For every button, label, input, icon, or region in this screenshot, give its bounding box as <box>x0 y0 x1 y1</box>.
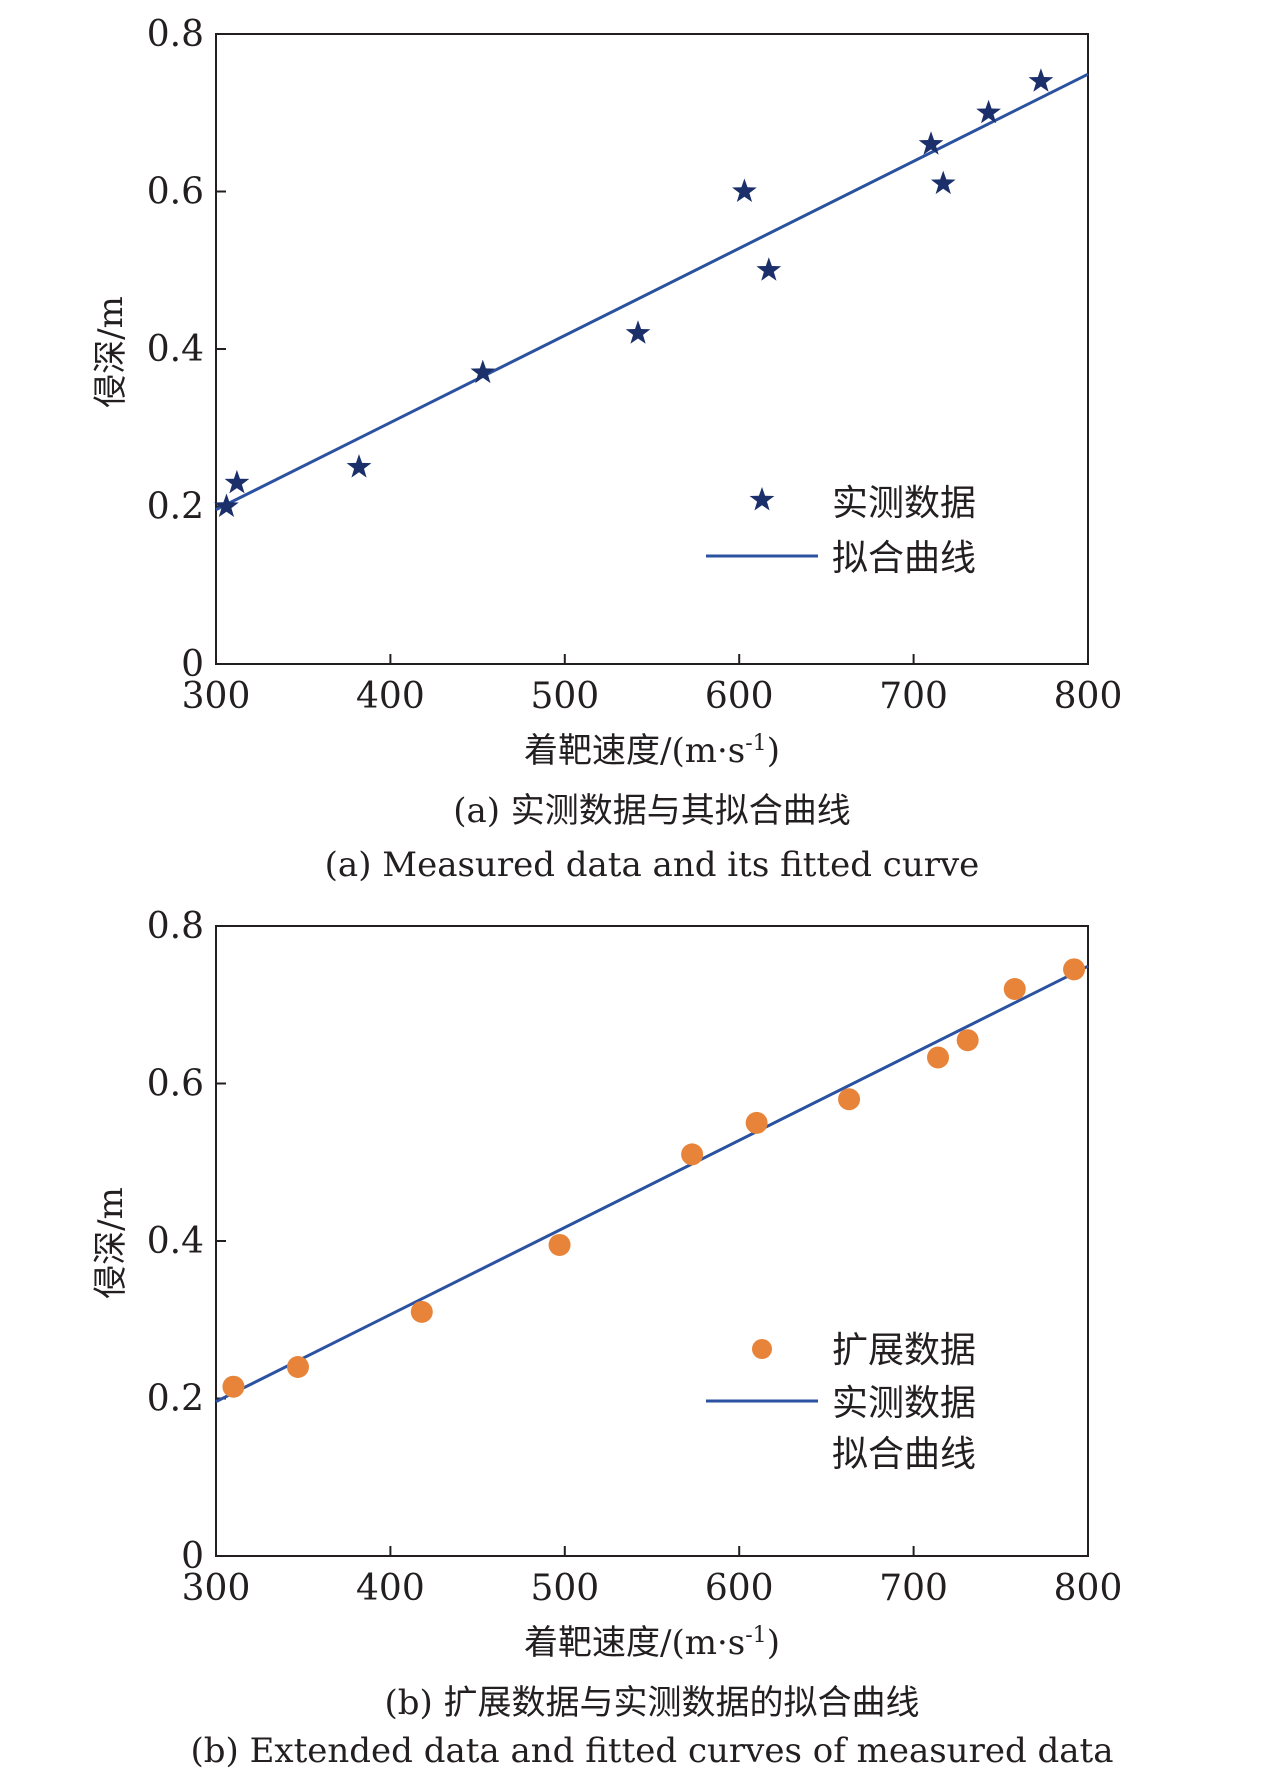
legend-circle-marker <box>752 1339 772 1359</box>
data-series-a <box>214 68 1089 517</box>
legend-label-fit-line1: 实测数据 <box>832 1383 976 1424</box>
data-point-circle <box>286 1356 309 1378</box>
x-tick-label: 600 <box>705 1568 774 1609</box>
legend-label-fit: 拟合曲线 <box>832 538 976 579</box>
y-tick-label: 0 <box>181 644 204 685</box>
data-point-circle <box>1003 978 1026 1000</box>
legend-a: 实测数据 拟合曲线 <box>706 483 976 579</box>
data-point-star <box>918 131 944 155</box>
data-point-star <box>224 469 250 494</box>
legend-label-measured: 实测数据 <box>832 483 976 524</box>
x-axis-label-a: 着靶速度/(m·s-1) <box>524 731 780 771</box>
data-point-star <box>976 99 1001 124</box>
x-tick-label: 700 <box>879 676 948 717</box>
chart-panel-b: 300 400 500 600 700 800 0 0.2 0.4 0.6 0.8 扩展数据 实测… <box>91 906 1122 1771</box>
data-point-circle <box>927 1046 950 1069</box>
x-tick-label: 300 <box>182 1568 251 1609</box>
x-tick-labels-a: 300 400 500 600 700 800 <box>182 676 1123 717</box>
data-series-b <box>215 958 1089 1403</box>
data-point-star <box>930 170 956 195</box>
chart-panel-a: 300 400 500 600 700 800 0 0.2 0.4 0.6 0.8 实测数据 拟合… <box>91 14 1122 885</box>
y-tick-label: 0.4 <box>147 1221 204 1262</box>
data-point-star <box>214 493 239 517</box>
y-tick-labels-a: 0 0.2 0.4 0.6 0.8 <box>147 14 204 685</box>
data-point-circle <box>681 1143 704 1166</box>
data-point-star <box>625 320 651 344</box>
y-tick-label: 0.6 <box>147 172 204 213</box>
y-tick-label: 0.4 <box>147 329 204 370</box>
x-tick-label: 600 <box>705 676 774 717</box>
data-point-circle <box>745 1111 768 1134</box>
data-point-star <box>346 454 372 478</box>
legend-b: 扩展数据 实测数据 拟合曲线 <box>706 1330 976 1475</box>
caption-en-b: (b) Extended data and fitted curves of m… <box>191 1731 1114 1771</box>
data-point-circle <box>222 1375 245 1398</box>
x-tick-labels-b: 300 400 500 600 700 800 <box>182 1568 1123 1609</box>
x-tick-label: 800 <box>1054 676 1123 717</box>
y-tick-label: 0.6 <box>147 1064 204 1105</box>
x-tick-label: 500 <box>530 1568 599 1609</box>
data-point-star <box>756 257 782 281</box>
x-axis-label-b: 着靶速度/(m·s-1) <box>524 1623 780 1663</box>
y-tick-label: 0.2 <box>147 487 204 528</box>
y-axis-label-b: 侵深/m <box>91 1187 131 1299</box>
x-tick-label: 800 <box>1054 1568 1123 1609</box>
legend-star <box>749 487 775 511</box>
data-point-circle <box>838 1088 861 1111</box>
y-tick-label: 0 <box>181 1536 204 1577</box>
x-tick-label: 700 <box>879 1568 948 1609</box>
data-point-circle <box>548 1233 571 1256</box>
caption-cn-a: (a) 实测数据与其拟合曲线 <box>453 791 851 831</box>
y-tick-labels-b: 0 0.2 0.4 0.6 0.8 <box>147 906 204 1577</box>
legend-star-marker <box>749 487 775 511</box>
data-point-circle <box>956 1029 979 1052</box>
y-tick-label: 0.2 <box>147 1379 204 1420</box>
legend-label-fit-line2: 拟合曲线 <box>832 1434 976 1475</box>
caption-en-a: (a) Measured data and its fitted curve <box>325 845 980 885</box>
x-tick-label: 400 <box>356 676 425 717</box>
fit-line <box>215 72 1089 511</box>
data-point-star <box>470 359 496 384</box>
x-tick-label: 300 <box>182 676 251 717</box>
y-axis-label-a: 侵深/m <box>91 296 131 408</box>
x-tick-label: 500 <box>530 676 599 717</box>
fit-line <box>215 964 1089 1403</box>
axis-ticks-a <box>215 33 1089 665</box>
data-point-star <box>732 178 757 202</box>
x-tick-label: 400 <box>356 1568 425 1609</box>
y-tick-label: 0.8 <box>147 906 204 947</box>
caption-cn-b: (b) 扩展数据与实测数据的拟合曲线 <box>384 1683 919 1723</box>
legend-label-extended: 扩展数据 <box>832 1330 976 1371</box>
data-point-star <box>1028 68 1054 92</box>
data-point-circle <box>410 1300 433 1323</box>
y-tick-label: 0.8 <box>147 14 204 55</box>
data-point-circle <box>1063 958 1086 981</box>
